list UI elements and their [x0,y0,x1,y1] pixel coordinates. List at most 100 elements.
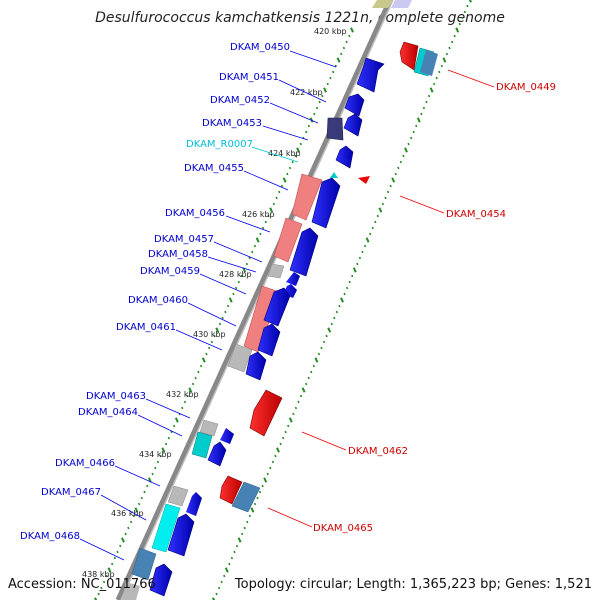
minor-tick [205,352,208,356]
gene-label-0456: DKAM_0456 [165,208,225,219]
gene-label-0464: DKAM_0464 [78,407,138,418]
major-tick [228,297,233,303]
grey-gene-0458 [267,263,285,279]
gene-arrow-0452 [343,113,363,137]
minor-tick [261,226,265,230]
minor-tick [322,340,326,344]
gene-label-0454: DKAM_0454 [446,209,506,220]
minor-tick [275,196,278,200]
tick-labels: 420 kbp 422 kbp 424 kbp 426 kbp 428 kbp … [82,27,347,579]
major-tick [94,597,98,600]
gene-label-0460: DKAM_0460 [128,295,188,306]
minor-tick [294,154,297,158]
minor-tick [312,364,315,368]
major-tick [314,357,319,363]
minor-tick [291,160,294,164]
minor-tick [450,40,454,44]
minor-tick [264,220,267,224]
tick-label: 436 kbp [111,509,144,518]
minor-tick [371,226,374,230]
minor-tick [159,454,162,458]
minor-tick [294,406,298,410]
minor-tick [389,184,392,188]
minor-tick [329,76,332,80]
minor-tick [325,334,328,338]
minor-tick [271,460,275,464]
minor-tick [215,592,218,596]
minor-tick [234,286,238,290]
minor-tick [348,280,351,284]
minor-tick [315,106,319,110]
minor-tick [305,382,308,386]
minor-tick [356,262,359,266]
tick-label: 432 kbp [166,390,199,399]
major-tick [224,567,229,573]
minor-tick [317,352,321,356]
minor-tick [342,46,346,50]
minor-tick [422,106,426,110]
gene-arrow-0457 [289,227,319,277]
minor-tick [358,256,362,260]
minor-tick [415,124,418,128]
rrna-block-0457 [273,217,303,263]
minor-tick [321,94,324,98]
steel-gene-0465 [231,481,261,513]
gene-arrow-0449 [399,41,419,71]
minor-tick [124,532,127,536]
major-tick [107,567,112,573]
major-tick [282,177,287,183]
minor-tick [381,202,385,206]
grey-gene-0463 [199,419,219,437]
minor-tick [116,550,119,554]
minor-tick [267,214,270,218]
gene-label-0466: DKAM_0466 [55,458,115,469]
lavender-gene-block [391,0,412,8]
gene-label-0450: DKAM_0450 [230,42,290,53]
minor-tick [272,202,275,206]
major-tick [269,207,274,213]
tick-label: 428 kbp [219,270,252,279]
minor-tick [253,502,257,506]
trna-marker [330,172,338,178]
minor-tick [287,424,290,428]
minor-tick [208,346,211,350]
gene-arrow-0461 [257,323,281,357]
major-tick [212,597,216,600]
minor-tick [241,532,244,536]
minor-tick [292,412,295,416]
major-tick [416,117,421,123]
minor-tick [218,322,222,326]
tick-label: 424 kbp [268,149,301,158]
minor-tick [320,346,323,350]
minor-tick [445,52,449,56]
minor-tick [220,580,223,584]
topology-text: Topology: circular; Length: 1,365,223 bp… [234,577,592,592]
minor-tick [243,526,246,530]
major-tick [340,297,344,303]
gene-label-0457: DKAM_0457 [154,234,214,245]
gene-arrow-0463 [220,428,234,444]
gene-label-0449: DKAM_0449 [496,82,556,93]
minor-tick [228,562,231,566]
gene-label-0455: DKAM_0455 [184,163,244,174]
minor-tick [318,100,321,104]
minor-tick [173,424,176,428]
gene-arrow-0461b [245,351,267,381]
minor-tick [402,154,405,158]
minor-tick [326,82,329,86]
minor-tick [127,526,130,530]
gene-arrow-0467 [167,513,195,557]
trna-0467 [151,503,181,553]
major-tick [365,237,370,243]
minor-tick [213,334,216,338]
minor-tick [305,130,308,134]
minor-tick [245,262,249,266]
minor-tick [384,196,387,200]
olive-gene-block [372,0,393,8]
minor-tick [330,322,333,326]
minor-tick [299,394,303,398]
minor-tick [194,376,197,380]
gene-label-0467: DKAM_0467 [41,487,101,498]
minor-tick [235,544,239,548]
minor-tick [448,46,451,50]
